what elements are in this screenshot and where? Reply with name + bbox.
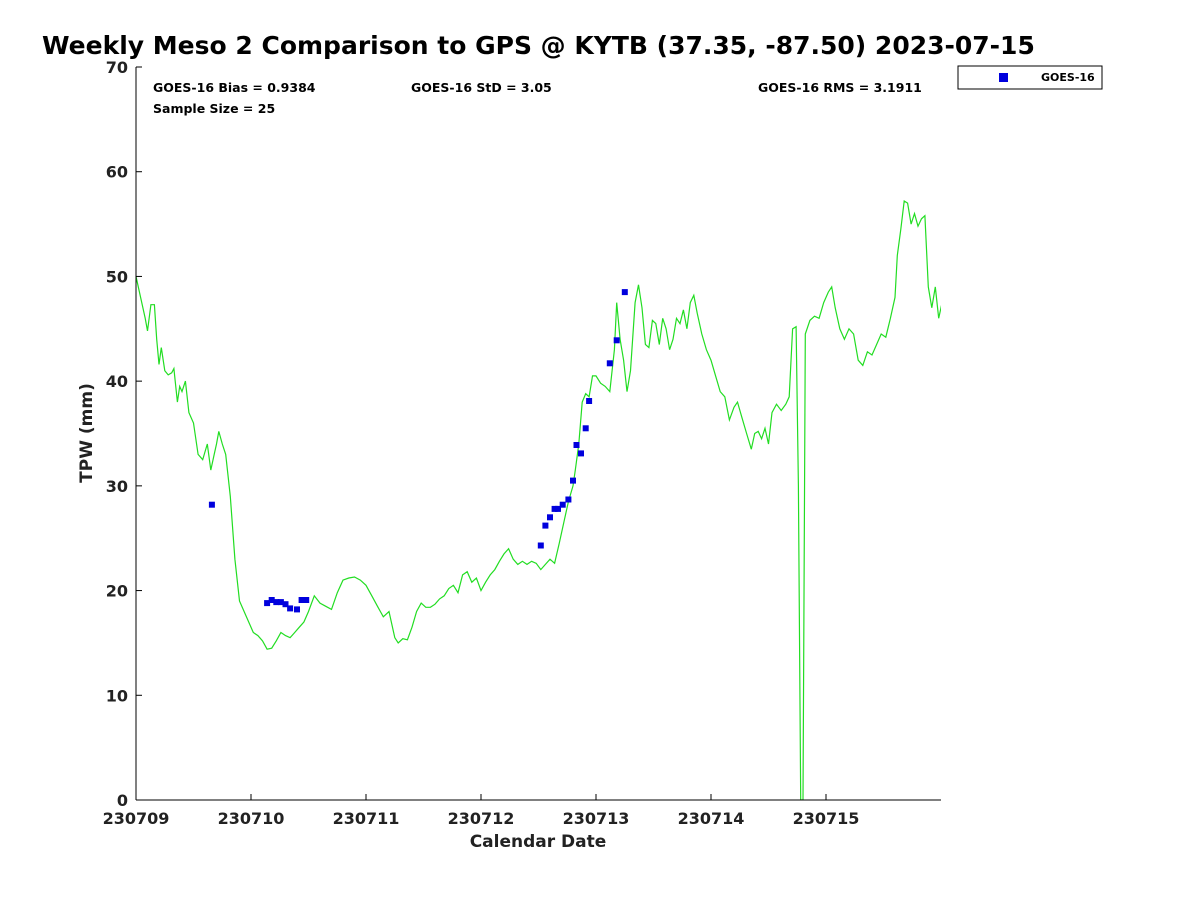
stat-std: GOES-16 StD = 3.05 <box>411 80 552 95</box>
gps-tpw-line <box>136 199 941 800</box>
goes16-point <box>565 496 572 503</box>
goes16-point <box>537 542 544 549</box>
goes16-point <box>298 597 305 603</box>
chart-title: Weekly Meso 2 Comparison to GPS @ KYTB (… <box>42 31 1035 60</box>
goes16-point <box>273 599 280 606</box>
y-tick-label: 40 <box>106 372 128 391</box>
x-tick-label: 230710 <box>218 809 285 828</box>
x-tick-label: 230715 <box>793 809 860 828</box>
legend-label-goes16: GOES-16 <box>1041 71 1095 84</box>
y-tick-label: 60 <box>106 163 128 182</box>
goes16-point <box>277 599 284 606</box>
goes16-point <box>582 425 589 432</box>
x-tick-label: 230713 <box>563 809 630 828</box>
plot-series-group <box>136 199 941 800</box>
goes16-point <box>551 505 558 512</box>
goes16-point <box>294 606 300 613</box>
y-tick-label: 70 <box>106 58 128 77</box>
stat-rms: GOES-16 RMS = 3.1911 <box>758 80 922 95</box>
goes16-point <box>555 505 561 512</box>
y-tick-label: 0 <box>117 791 128 810</box>
goes16-point <box>606 360 613 367</box>
goes16-point <box>613 337 620 344</box>
y-tick-label: 20 <box>106 582 128 601</box>
goes16-point <box>542 522 549 529</box>
stat-sample-size: Sample Size = 25 <box>153 101 275 116</box>
legend-marker-goes16 <box>999 73 1008 82</box>
goes16-point <box>573 442 580 448</box>
goes16-point <box>208 501 215 508</box>
goes16-point <box>303 597 310 603</box>
goes16-point <box>287 605 294 612</box>
x-tick-label: 230712 <box>448 809 515 828</box>
x-ticks-group: 230709 230710 230711 230712 230713 230714 2307… <box>103 794 860 828</box>
x-tick-label: 230714 <box>678 809 745 828</box>
goes16-point <box>570 477 576 484</box>
goes16-point <box>586 398 593 404</box>
y-tick-label: 30 <box>106 477 128 496</box>
goes16-point <box>559 501 566 508</box>
y-axis-label: TPW (mm) <box>77 383 97 483</box>
goes16-point <box>578 450 584 457</box>
x-tick-label: 230711 <box>333 809 400 828</box>
x-tick-label: 230709 <box>103 809 170 828</box>
goes16-point <box>547 514 553 521</box>
y-tick-label: 50 <box>106 267 128 286</box>
stat-bias: GOES-16 Bias = 0.9384 <box>153 80 316 95</box>
y-ticks-group: 0 10 20 30 40 50 60 70 <box>106 58 142 810</box>
goes16-point <box>282 601 289 608</box>
x-axis-label: Calendar Date <box>470 832 607 852</box>
y-tick-label: 10 <box>106 686 128 705</box>
plot-area <box>136 67 941 800</box>
legend-box <box>957 65 1103 90</box>
goes16-point <box>264 600 271 607</box>
goes16-point <box>268 597 275 603</box>
goes16-point <box>621 289 628 296</box>
legend: GOES-16 <box>957 65 1103 90</box>
goes16-points-group <box>208 289 628 613</box>
